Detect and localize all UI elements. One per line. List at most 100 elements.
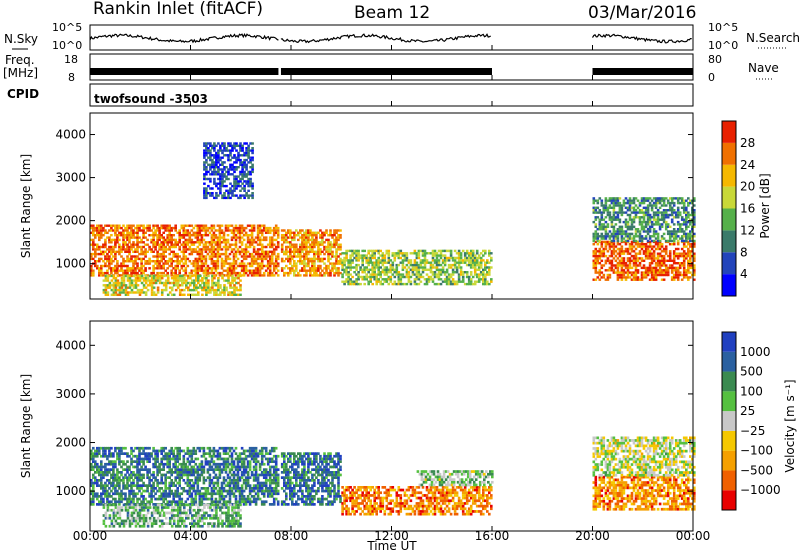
- heatmap-cell: [685, 206, 688, 209]
- heatmap-cell: [223, 196, 226, 200]
- heatmap-cell: [232, 234, 236, 237]
- heatmap-cell: [367, 249, 370, 253]
- heatmap-cell: [162, 271, 165, 275]
- heatmap-cell: [134, 476, 137, 479]
- heatmap-cell: [156, 255, 159, 258]
- heatmap-cell: [240, 260, 244, 263]
- heatmap-cell: [610, 269, 614, 272]
- heatmap-cell: [280, 257, 284, 261]
- heatmap-cell: [176, 284, 180, 287]
- heatmap-cell: [92, 454, 95, 458]
- heatmap-cell: [233, 144, 236, 147]
- heatmap-cell: [367, 263, 370, 267]
- heatmap-cell: [108, 257, 111, 261]
- heatmap-cell: [373, 256, 376, 260]
- heatmap-cell: [274, 260, 278, 263]
- heatmap-cell: [238, 231, 242, 234]
- heatmap-cell: [626, 247, 630, 251]
- heatmap-cell: [166, 279, 170, 282]
- heatmap-cell: [598, 218, 602, 221]
- heatmap-cell: [467, 278, 471, 281]
- heatmap-cell: [224, 238, 228, 242]
- heatmap-cell: [214, 243, 218, 246]
- heatmap-cell: [154, 245, 157, 249]
- heatmap-cell: [363, 278, 366, 281]
- heatmap-cell: [486, 271, 489, 274]
- heatmap-cell: [205, 170, 208, 174]
- heatmap-cell: [176, 279, 180, 282]
- heatmap-cell: [205, 194, 208, 197]
- heatmap-cell: [646, 228, 650, 231]
- heatmap-cell: [233, 293, 236, 296]
- heatmap-cell: [251, 149, 254, 152]
- heatmap-cell: [280, 260, 284, 263]
- heatmap-cell: [154, 267, 157, 270]
- heatmap-cell: [110, 489, 113, 493]
- heatmap-cell: [612, 237, 616, 240]
- heatmap-cell: [138, 468, 141, 471]
- heatmap-cell: [377, 278, 380, 281]
- heatmap-cell: [678, 262, 682, 265]
- heatmap-cell: [116, 260, 119, 263]
- heatmap-cell: [311, 274, 314, 277]
- heatmap-cell: [482, 275, 485, 279]
- heatmap-cell: [138, 449, 141, 453]
- heatmap-cell: [223, 147, 226, 150]
- heatmap-cell: [122, 462, 125, 466]
- heatmap-cell: [187, 274, 190, 278]
- heatmap-cell: [640, 259, 644, 262]
- velocity-heatmap: [90, 436, 696, 528]
- heatmap-cell: [116, 288, 120, 292]
- heatmap-cell: [678, 228, 682, 231]
- heatmap-cell: [120, 274, 123, 277]
- heatmap-cell: [206, 226, 210, 230]
- heatmap-cell: [689, 220, 692, 224]
- heatmap-cell: [234, 274, 238, 277]
- heatmap-cell: [437, 263, 441, 267]
- heatmap-cell: [638, 278, 642, 281]
- heatmap-cell: [152, 260, 155, 263]
- heatmap-cell: [211, 161, 214, 164]
- heatmap-cell: [126, 481, 129, 485]
- heatmap-cell: [214, 236, 218, 239]
- heatmap-cell: [598, 223, 602, 226]
- heatmap-cell: [600, 276, 604, 279]
- heatmap-cell: [616, 204, 620, 207]
- heatmap-cell: [220, 229, 224, 232]
- heatmap-cell: [656, 201, 660, 205]
- heatmap-cell: [264, 226, 268, 230]
- heatmap-cell: [654, 271, 658, 274]
- heatmap-cell: [144, 286, 148, 289]
- heatmap-cell: [614, 250, 618, 253]
- heatmap-cell: [152, 277, 156, 280]
- heatmap-cell: [152, 487, 155, 490]
- heatmap-cell: [272, 238, 276, 242]
- heatmap-cell: [461, 275, 465, 279]
- heatmap-cell: [419, 249, 423, 253]
- heatmap-cell: [213, 284, 216, 287]
- colorbar-swatch: [722, 164, 736, 187]
- heatmap-cell: [664, 259, 668, 262]
- heatmap-cell: [274, 262, 278, 265]
- heatmap-cell: [205, 277, 208, 280]
- heatmap-cell: [214, 260, 218, 263]
- heatmap-cell: [235, 142, 238, 145]
- heatmap-cell: [132, 500, 135, 504]
- heatmap-cell: [224, 226, 228, 230]
- heatmap-cell: [219, 284, 222, 287]
- heatmap-cell: [122, 224, 125, 227]
- heatmap-cell: [283, 260, 286, 263]
- heatmap-cell: [211, 173, 214, 176]
- heatmap-cell: [128, 286, 132, 289]
- heatmap-cell: [594, 278, 598, 281]
- heatmap-cell: [349, 256, 352, 260]
- heatmap-cell: [602, 252, 606, 255]
- heatmap-cell: [272, 264, 276, 268]
- heatmap-cell: [680, 247, 684, 251]
- heatmap-cell: [604, 245, 608, 248]
- heatmap-cell: [233, 170, 236, 174]
- heatmap-cell: [100, 503, 103, 506]
- heatmap-cell: [608, 240, 612, 244]
- heatmap-cell: [397, 263, 401, 267]
- heatmap-cell: [172, 243, 175, 246]
